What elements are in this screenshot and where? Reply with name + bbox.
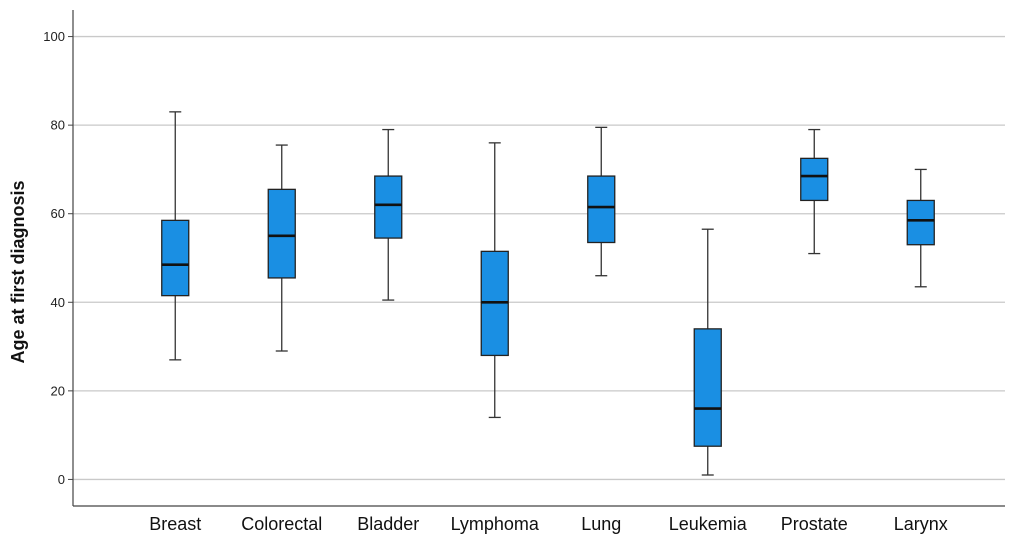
- category-label-bladder: Bladder: [357, 514, 419, 534]
- box-iqr: [693, 328, 722, 447]
- boxes: [161, 111, 935, 476]
- box-iqr: [906, 199, 935, 246]
- box-prostate: [800, 128, 829, 255]
- box-iqr: [161, 219, 190, 297]
- box-lung: [587, 126, 616, 277]
- box-larynx: [906, 168, 935, 288]
- axes: [68, 10, 1005, 507]
- box-colorectal: [267, 144, 296, 352]
- y-tick-label-20: 20: [51, 383, 65, 398]
- box-iqr: [800, 157, 829, 202]
- box-leukemia: [693, 228, 722, 476]
- gridlines: [73, 35, 1005, 481]
- box-bladder: [374, 128, 403, 301]
- y-tick-label-60: 60: [51, 206, 65, 221]
- y-tick-label-0: 0: [58, 472, 65, 487]
- category-label-leukemia: Leukemia: [669, 514, 748, 534]
- y-tick-label-100: 100: [43, 29, 65, 44]
- y-axis-title: Age at first diagnosis: [8, 180, 28, 363]
- category-label-larynx: Larynx: [894, 514, 948, 534]
- labels: 0 20 40 60 80 100 Breast Colorectal Bladder Lymph…: [43, 29, 947, 534]
- y-tick-label-40: 40: [51, 295, 65, 310]
- category-label-lung: Lung: [581, 514, 621, 534]
- category-label-colorectal: Colorectal: [241, 514, 322, 534]
- category-label-prostate: Prostate: [781, 514, 848, 534]
- box-breast: [161, 111, 190, 361]
- box-iqr: [374, 175, 403, 239]
- y-tick-label-80: 80: [51, 118, 65, 133]
- box-iqr: [587, 175, 616, 244]
- category-label-breast: Breast: [149, 514, 201, 534]
- box-iqr: [267, 188, 296, 279]
- box-lymphoma: [480, 142, 509, 419]
- category-label-lymphoma: Lymphoma: [451, 514, 540, 534]
